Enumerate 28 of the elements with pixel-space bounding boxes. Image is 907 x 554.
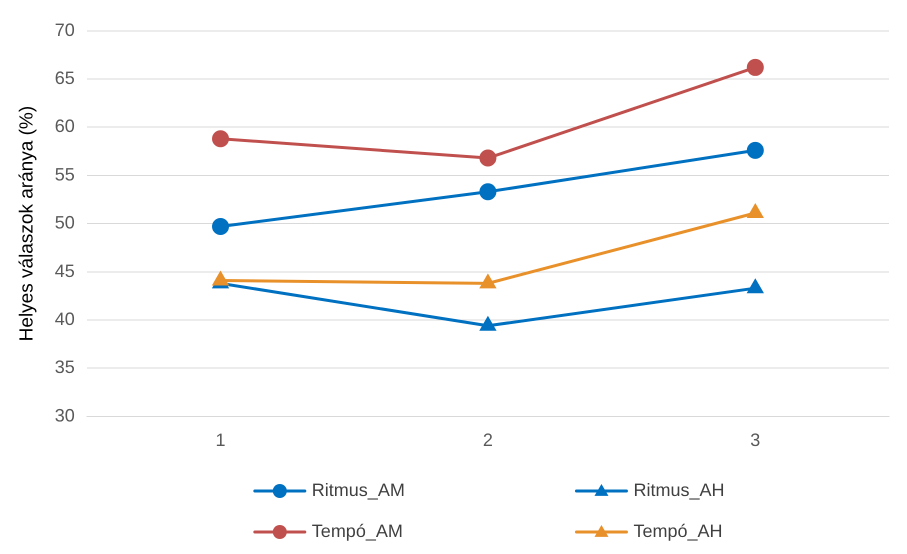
x-tick-label: 1 bbox=[216, 430, 226, 450]
point bbox=[212, 130, 230, 148]
y-tick-label: 70 bbox=[54, 20, 75, 40]
y-tick-label: 35 bbox=[54, 357, 75, 378]
legend-label: Ritmus_AH bbox=[633, 480, 724, 500]
point bbox=[748, 280, 763, 294]
y-tick-label: 50 bbox=[54, 212, 75, 233]
legend-label: Ritmus_AM bbox=[312, 480, 405, 500]
y-tick-label: 55 bbox=[54, 164, 75, 184]
point bbox=[479, 183, 496, 200]
x-tick-label: 3 bbox=[750, 430, 760, 450]
point bbox=[212, 272, 228, 286]
y-tick-label: 65 bbox=[54, 68, 75, 88]
point bbox=[746, 58, 764, 76]
y-tick-label: 40 bbox=[54, 308, 75, 329]
point bbox=[480, 317, 496, 331]
point bbox=[480, 274, 496, 288]
x-tick-label: 2 bbox=[482, 430, 493, 450]
y-tick-label: 30 bbox=[54, 405, 75, 426]
y-axis-title: Helyes válaszok aránya (%) bbox=[16, 106, 38, 342]
legend-label: Tempó_AM bbox=[312, 520, 403, 541]
point bbox=[748, 204, 763, 218]
y-tick-label: 45 bbox=[54, 260, 75, 281]
y-tick-label: 60 bbox=[54, 116, 75, 136]
legend-label: Tempó_AH bbox=[633, 520, 723, 541]
point bbox=[479, 150, 496, 167]
point bbox=[746, 142, 764, 159]
point bbox=[212, 218, 230, 235]
